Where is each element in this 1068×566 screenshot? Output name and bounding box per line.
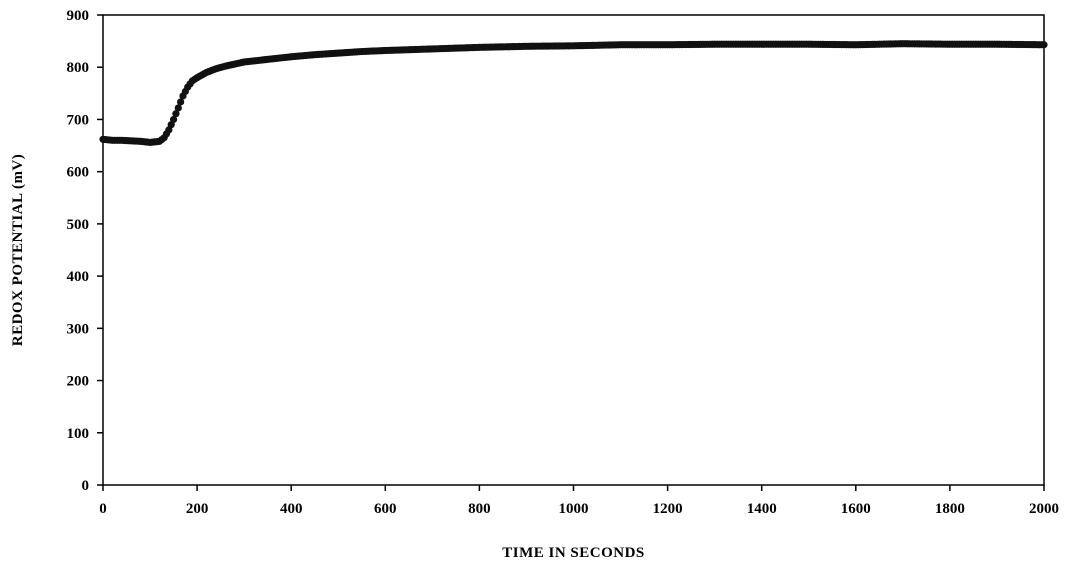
data-point [169, 115, 178, 124]
x-tick-label: 1800 [935, 501, 965, 517]
data-point [172, 110, 180, 118]
y-tick-label: 400 [67, 269, 90, 285]
y-tick-label: 300 [67, 321, 90, 337]
y-tick-label: 700 [67, 112, 90, 128]
x-tick-label: 1200 [653, 501, 683, 517]
data-point [177, 98, 185, 106]
x-tick-label: 1000 [559, 501, 589, 517]
y-tick-label: 500 [67, 217, 90, 233]
x-tick-label: 1400 [747, 501, 777, 517]
x-tick-label: 1600 [841, 501, 871, 517]
x-tick-label: 800 [468, 501, 491, 517]
y-tick-label: 100 [67, 426, 90, 442]
y-tick-label: 0 [82, 478, 90, 494]
y-tick-label: 800 [67, 60, 90, 76]
plot-area-frame [102, 14, 1045, 486]
y-tick-label: 900 [67, 8, 90, 24]
x-tick-label: 400 [280, 501, 303, 517]
data-series [99, 40, 1048, 147]
x-axis-title: TIME IN SECONDS [502, 545, 645, 561]
data-point [174, 104, 182, 112]
x-tick-label: 600 [374, 501, 397, 517]
x-tick-label: 200 [186, 501, 209, 517]
x-tick-label: 0 [99, 501, 107, 517]
y-axis-ticks: 0 100 200 300 400 500 600 700 800 900 [67, 8, 103, 494]
x-tick-label: 2000 [1029, 501, 1059, 517]
y-tick-label: 200 [67, 374, 90, 390]
y-tick-label: 600 [67, 165, 90, 181]
x-axis-ticks: 0 200 400 600 800 1000 1200 1400 1600 1800 2000 [99, 485, 1059, 517]
y-axis-title: REDOX POTENTIAL (mV) [10, 154, 26, 347]
data-point [1040, 41, 1048, 49]
